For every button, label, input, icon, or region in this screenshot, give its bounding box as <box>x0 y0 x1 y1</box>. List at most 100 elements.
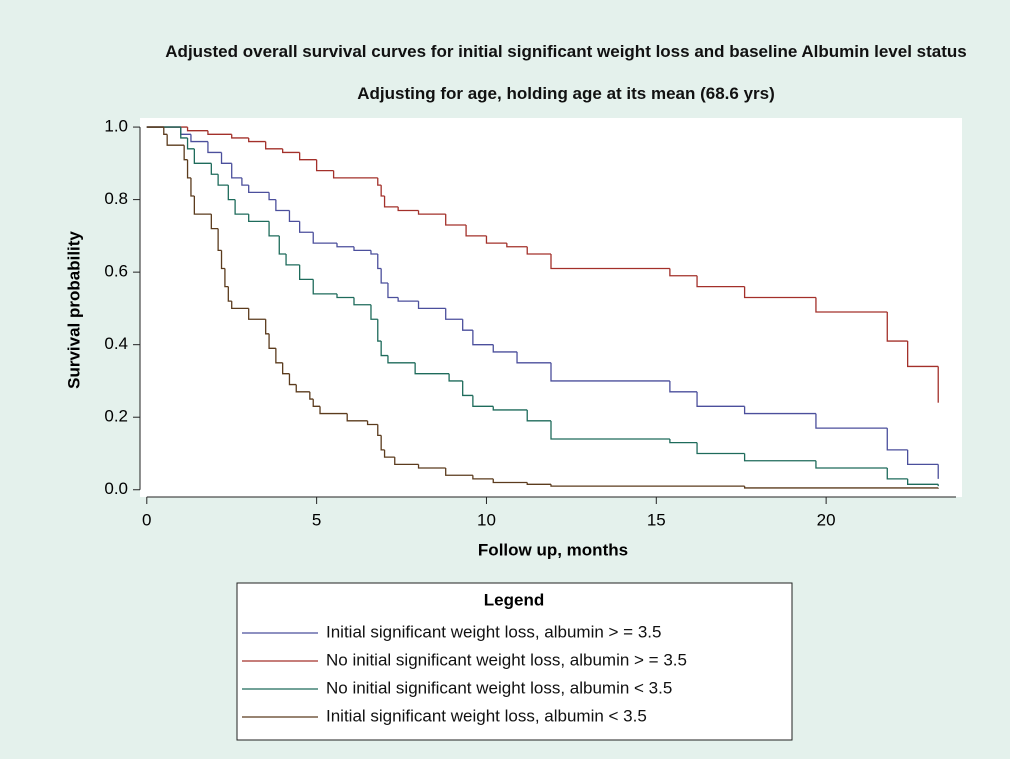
survival-step <box>353 297 371 306</box>
survival-step <box>696 391 745 407</box>
survival-step <box>743 286 816 299</box>
survival-step <box>220 250 225 270</box>
survival-step <box>265 319 270 335</box>
survival-step <box>312 232 338 244</box>
chart-subtitle: Adjusting for age, holding age at its me… <box>357 84 775 103</box>
survival-step <box>417 301 446 310</box>
plot-area <box>140 118 962 497</box>
survival-step <box>445 308 463 320</box>
survival-step <box>445 467 473 476</box>
survival-step <box>346 413 368 422</box>
survival-step <box>370 304 378 320</box>
survival-step <box>394 457 419 466</box>
survival-step <box>298 221 314 233</box>
chart-title: Adjusted overall survival curves for ini… <box>165 42 967 61</box>
survival-step <box>886 467 908 480</box>
survival-step <box>282 148 300 154</box>
survival-step <box>275 199 290 212</box>
survival-step <box>193 195 212 215</box>
survival-step <box>268 221 280 237</box>
survival-step <box>224 268 229 288</box>
survival-step <box>207 141 222 154</box>
survival-step <box>526 246 551 255</box>
survival-step <box>669 268 698 277</box>
survival-step <box>907 478 939 485</box>
survival-step <box>268 192 276 201</box>
legend-label: Initial significant weight loss, albumin… <box>326 706 647 725</box>
survival-step <box>332 170 378 179</box>
survival-step <box>190 134 208 143</box>
survival-step <box>268 333 276 349</box>
survival-step <box>183 145 188 161</box>
survival-step <box>815 297 888 313</box>
survival-step <box>248 214 270 223</box>
survival-step <box>886 312 908 342</box>
survival-step <box>383 195 399 208</box>
survival-step <box>743 453 816 462</box>
survival-step <box>282 362 290 375</box>
x-tick-label: 10 <box>477 510 496 529</box>
survival-step <box>227 286 232 302</box>
survival-step <box>265 141 283 150</box>
survival-step <box>190 177 195 197</box>
survival-step <box>383 449 395 458</box>
survival-step <box>336 243 354 248</box>
survival-step <box>380 185 385 197</box>
survival-step <box>492 478 528 484</box>
y-tick-label: 0.4 <box>104 334 128 353</box>
survival-step <box>312 279 338 295</box>
survival-step <box>353 246 371 252</box>
survival-step <box>492 406 528 411</box>
survival-step <box>907 341 939 368</box>
legend-box <box>236 582 793 741</box>
y-tick-label: 0.0 <box>104 479 128 498</box>
survival-step <box>186 159 191 179</box>
survival-step <box>472 330 494 346</box>
survival-step <box>248 137 266 143</box>
survival-step <box>462 380 473 397</box>
survival-step <box>397 206 419 212</box>
survival-step <box>319 406 348 415</box>
x-tick-label: 15 <box>647 510 666 529</box>
survival-step <box>696 275 745 288</box>
survival-step <box>669 380 698 393</box>
survival-step <box>380 268 388 284</box>
legend-label: Initial significant weight loss, albumin… <box>326 622 661 641</box>
survival-step <box>815 413 888 429</box>
survival-step <box>743 486 939 489</box>
survival-step <box>217 174 229 186</box>
survival-step <box>336 293 354 299</box>
y-tick-label: 0.8 <box>104 189 128 208</box>
survival-step <box>275 348 283 364</box>
survival-step <box>465 224 487 237</box>
survival-step <box>312 399 321 407</box>
survival-step <box>448 373 463 382</box>
survival-step <box>248 308 266 320</box>
survival-step <box>288 210 300 223</box>
survival-step <box>526 482 551 485</box>
legend-title: Legend <box>484 590 544 609</box>
survival-step <box>907 449 939 466</box>
survival-step <box>163 127 168 135</box>
survival-step <box>387 355 416 364</box>
survival-step <box>166 134 185 146</box>
survival-step <box>397 297 419 302</box>
survival-step <box>472 475 494 480</box>
survival-step <box>414 362 450 375</box>
survival-step <box>217 228 222 252</box>
survival-step <box>231 301 249 310</box>
survival-step <box>550 362 670 382</box>
y-tick-label: 0.6 <box>104 262 128 281</box>
survival-step <box>472 395 494 407</box>
survival-step <box>669 438 698 444</box>
survival-step <box>186 127 208 132</box>
survival-step <box>193 148 212 164</box>
survival-step <box>377 177 382 186</box>
survival-step <box>370 250 378 255</box>
survival-step <box>387 283 399 299</box>
survival-step <box>227 185 236 201</box>
x-axis-label: Follow up, months <box>478 540 628 559</box>
x-tick-label: 5 <box>312 510 321 529</box>
survival-step <box>485 235 507 244</box>
